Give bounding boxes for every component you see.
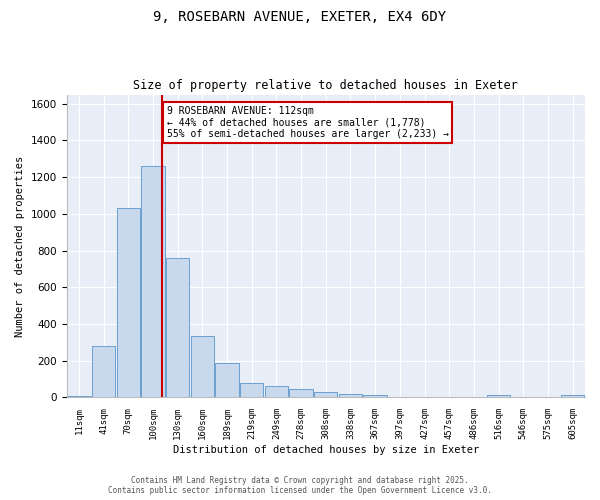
Bar	[67, 396, 91, 398]
Bar	[92, 346, 115, 398]
Bar	[289, 389, 313, 398]
Title: Size of property relative to detached houses in Exeter: Size of property relative to detached ho…	[133, 79, 518, 92]
Bar	[191, 336, 214, 398]
Text: 9 ROSEBARN AVENUE: 112sqm
← 44% of detached houses are smaller (1,778)
55% of se: 9 ROSEBARN AVENUE: 112sqm ← 44% of detac…	[167, 106, 449, 139]
Bar	[561, 394, 584, 398]
Bar	[240, 383, 263, 398]
Bar	[339, 394, 362, 398]
Y-axis label: Number of detached properties: Number of detached properties	[15, 156, 25, 336]
Bar	[116, 208, 140, 398]
Bar	[487, 394, 511, 398]
Bar	[364, 394, 387, 398]
Bar	[265, 386, 288, 398]
X-axis label: Distribution of detached houses by size in Exeter: Distribution of detached houses by size …	[173, 445, 479, 455]
Bar	[314, 392, 337, 398]
Bar	[215, 362, 239, 398]
Bar	[141, 166, 164, 398]
Bar	[388, 396, 412, 398]
Text: Contains HM Land Registry data © Crown copyright and database right 2025.
Contai: Contains HM Land Registry data © Crown c…	[108, 476, 492, 495]
Text: 9, ROSEBARN AVENUE, EXETER, EX4 6DY: 9, ROSEBARN AVENUE, EXETER, EX4 6DY	[154, 10, 446, 24]
Bar	[166, 258, 190, 398]
